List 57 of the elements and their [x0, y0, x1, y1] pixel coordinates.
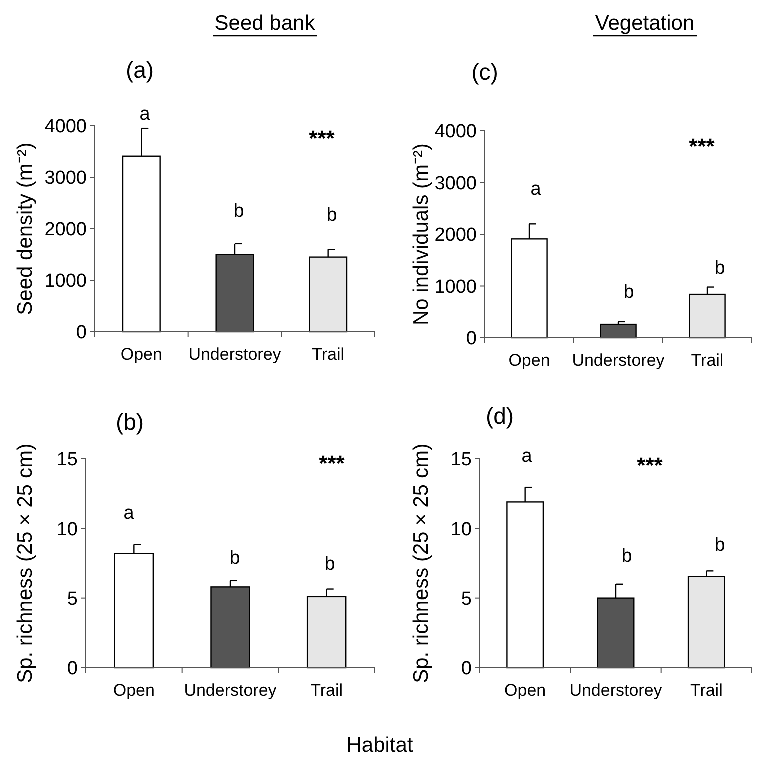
y-tick-label: 4000	[434, 122, 477, 143]
y-tick-label: 5	[461, 588, 472, 610]
x-tick-label: Understorey	[570, 681, 663, 700]
annotation: ***	[689, 134, 716, 159]
y-tick-label: 10	[56, 519, 78, 540]
annotation: b	[714, 258, 726, 279]
y-tick-label: 5	[67, 588, 78, 610]
annotation: b	[622, 546, 632, 567]
chart-subtitle: Vegetation	[595, 12, 695, 35]
x-tick-label: Trail	[691, 351, 724, 370]
annotation: b	[324, 554, 336, 575]
annotation: b	[234, 201, 244, 222]
annotation: ***	[637, 453, 664, 478]
annotation: b	[714, 535, 726, 556]
x-tick-label: Open	[113, 681, 155, 700]
chart-title: (b)	[116, 409, 144, 435]
annotation: b	[326, 205, 338, 226]
annotation: ***	[319, 451, 346, 476]
chart-title: (a)	[126, 57, 154, 83]
y-tick-label: 2000	[44, 220, 87, 241]
y-tick-label: 1000	[434, 276, 477, 298]
x-tick-label: Understorey	[572, 351, 666, 370]
annotation: b	[624, 282, 634, 303]
annotation: a	[522, 446, 533, 467]
y-tick-label: 15	[56, 450, 78, 471]
y-tick-label: 0	[67, 658, 78, 680]
y-tick-label: 3000	[44, 168, 87, 190]
x-tick-label: Trail	[690, 681, 723, 700]
y-tick-label: 0	[461, 658, 472, 680]
x-tick-label: Understorey	[184, 681, 278, 700]
y-tick-label: 4000	[44, 116, 87, 138]
x-tick-label: Open	[508, 351, 550, 370]
x-axis-title: Habitat	[346, 734, 414, 757]
text: a	[140, 104, 151, 125]
annotation: a	[530, 179, 542, 200]
x-tick-label: Open	[120, 345, 162, 364]
annotation: b	[230, 548, 240, 569]
y-axis-title: Sp. richness (25 × 25 cm)	[14, 444, 37, 684]
y-tick-label: 15	[450, 450, 472, 471]
y-tick-label: 0	[76, 322, 87, 344]
x-tick-label: Understorey	[188, 345, 282, 364]
y-tick-label: 3000	[434, 173, 477, 194]
y-tick-label: 1000	[44, 271, 87, 292]
x-tick-label: Open	[504, 681, 546, 700]
annotation: ***	[309, 126, 336, 151]
y-tick-label: 10	[450, 519, 472, 540]
annotation: a	[124, 503, 135, 524]
y-axis-title: Seed density (m⁻²)	[14, 142, 37, 316]
chart-title: (d)	[486, 403, 514, 429]
x-tick-label: Trail	[310, 681, 344, 700]
chart-title: (c)	[472, 59, 498, 85]
y-tick-label: 2000	[434, 225, 477, 246]
y-axis-title: Sp. richness (25 × 25 cm)	[410, 444, 433, 684]
y-tick-label: 0	[466, 328, 477, 350]
y-axis-title: No individuals (m⁻²)	[410, 143, 433, 326]
x-tick-label: Trail	[312, 345, 345, 364]
chart-subtitle: Seed bank	[214, 12, 316, 35]
